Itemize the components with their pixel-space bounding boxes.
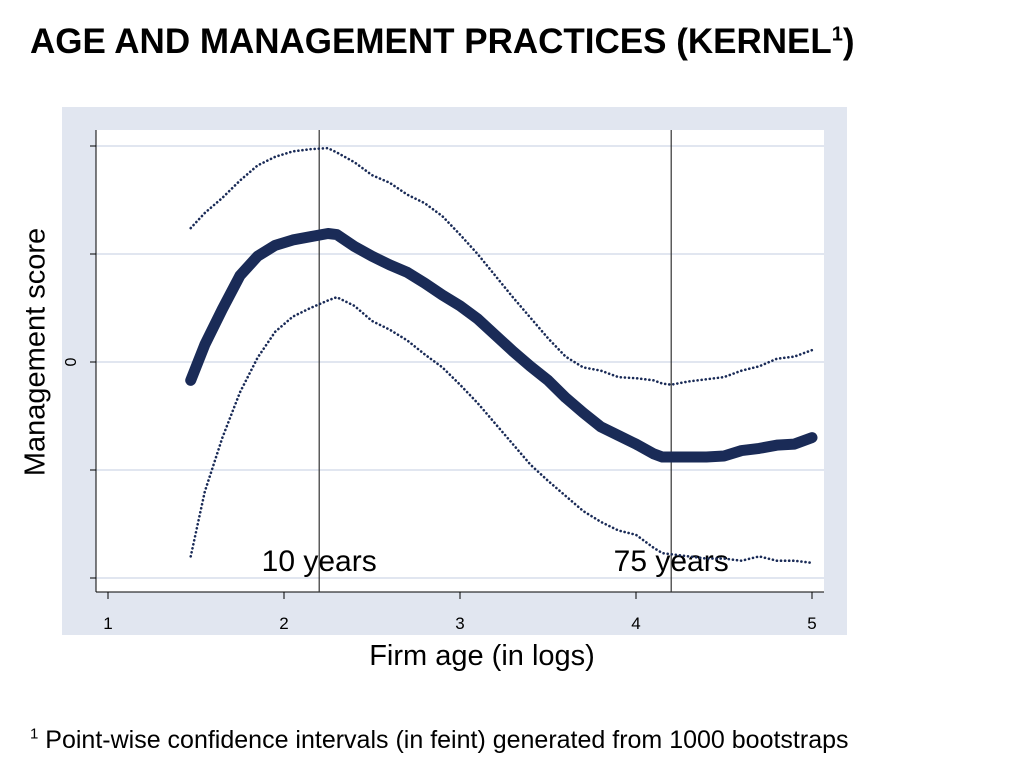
x-axis-label: Firm age (in logs) bbox=[369, 640, 595, 672]
x-tick-label: 2 bbox=[279, 614, 288, 633]
x-tick-label: 1 bbox=[103, 614, 112, 633]
slide-title: AGE AND MANAGEMENT PRACTICES (KERNEL1) bbox=[30, 22, 855, 62]
x-tick-label: 5 bbox=[807, 614, 816, 633]
footnote: 1 Point-wise confidence intervals (in fe… bbox=[30, 726, 849, 755]
lower-ci-line bbox=[189, 295, 814, 565]
y-axis-label: Management score bbox=[19, 227, 52, 477]
reference-line-label: 75 years bbox=[614, 545, 729, 578]
title-footnote-marker: 1 bbox=[831, 23, 843, 46]
x-tick-label: 4 bbox=[631, 614, 640, 633]
footnote-text: Point-wise confidence intervals (in fein… bbox=[38, 726, 849, 754]
slide-title-text: AGE AND MANAGEMENT PRACTICES (KERNEL bbox=[30, 22, 832, 61]
reference-line-label: 10 years bbox=[262, 545, 377, 578]
y-tick-label: 0 bbox=[63, 357, 80, 366]
slide-title-close: ) bbox=[842, 22, 855, 61]
x-tick-label: 3 bbox=[455, 614, 464, 633]
footnote-marker: 1 bbox=[30, 725, 39, 743]
estimate-line bbox=[185, 227, 818, 463]
